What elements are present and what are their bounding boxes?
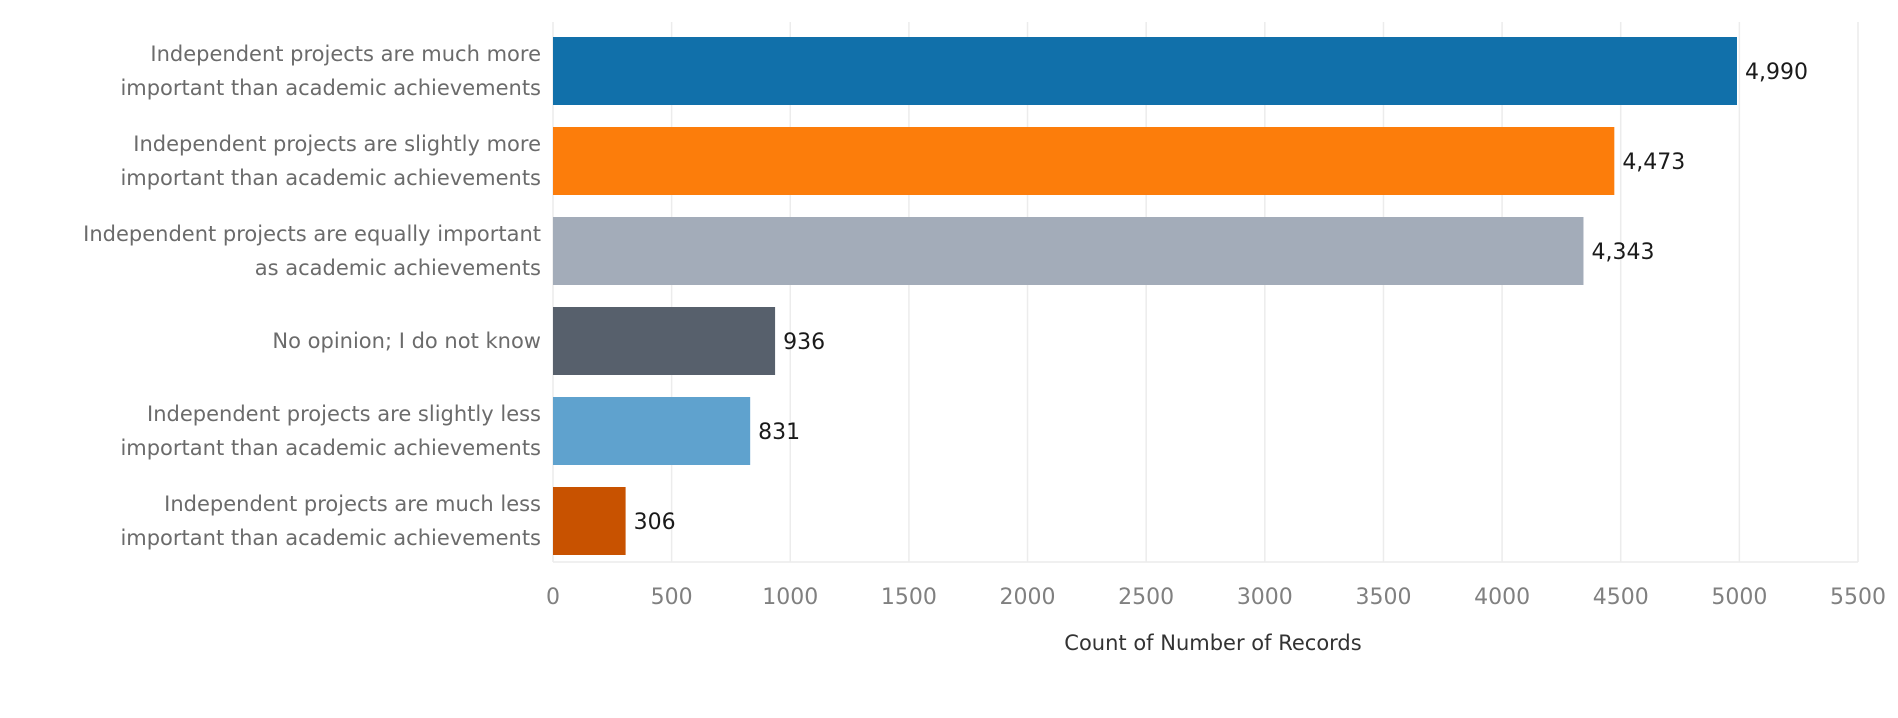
bar <box>553 127 1615 195</box>
bar <box>553 397 751 465</box>
x-tick-label: 1000 <box>762 585 818 610</box>
category-label: Independent projects are slightly more im… <box>120 132 541 190</box>
x-tick-label: 1500 <box>881 585 937 610</box>
bar <box>553 37 1737 105</box>
value-label: 4,343 <box>1591 240 1654 265</box>
bar <box>553 217 1584 285</box>
value-labels: 4,990 4,473 4,343 936 831 306 <box>634 60 1808 535</box>
x-axis-title: Count of Number of Records <box>1064 631 1361 655</box>
x-tick-label: 2000 <box>1000 585 1056 610</box>
bar <box>553 487 626 555</box>
value-label: 306 <box>634 510 676 535</box>
value-label: 4,990 <box>1745 60 1808 85</box>
gridlines <box>552 22 1859 563</box>
category-label: Independent projects are much less import… <box>120 492 541 550</box>
value-label: 4,473 <box>1622 150 1685 175</box>
x-tick-label: 2500 <box>1118 585 1174 610</box>
category-label: Independent projects are equally importa… <box>83 222 541 280</box>
x-tick-label: 4000 <box>1474 585 1530 610</box>
category-label: Independent projects are much more import… <box>120 42 541 100</box>
x-tick-label: 5000 <box>1711 585 1767 610</box>
category-label: Independent projects are slightly less im… <box>120 402 541 460</box>
category-label: No opinion; I do not know <box>272 329 541 353</box>
x-tick-label: 5500 <box>1830 585 1886 610</box>
x-tick-label: 500 <box>651 585 693 610</box>
x-tick-label: 4500 <box>1593 585 1649 610</box>
x-tick-label: 3000 <box>1237 585 1293 610</box>
value-label: 936 <box>783 330 825 355</box>
bars <box>553 37 1737 555</box>
category-labels: Independent projects are much more import… <box>83 42 541 550</box>
x-axis-ticks: 0 500 1000 1500 2000 2500 3000 3500 4000 4500 5000… <box>546 585 1886 610</box>
x-tick-label: 3500 <box>1355 585 1411 610</box>
bar <box>553 307 776 375</box>
value-label: 831 <box>758 420 800 445</box>
x-tick-label: 0 <box>546 585 560 610</box>
